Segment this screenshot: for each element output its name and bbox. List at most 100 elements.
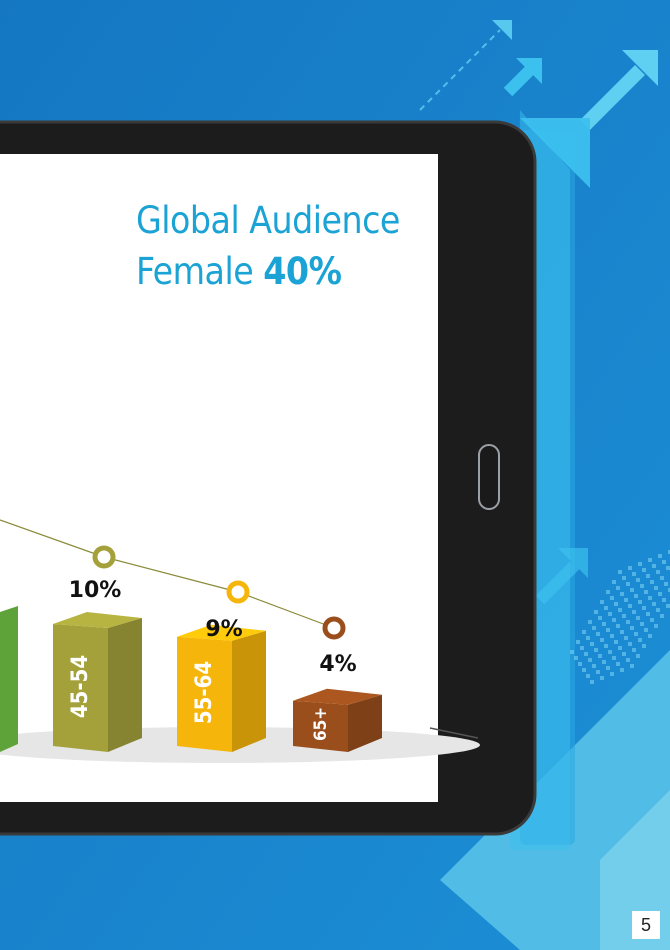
decor-dot [636,578,640,582]
bar-side-65+ [348,694,382,752]
decor-dot [612,618,616,622]
decor-dot [598,616,602,620]
decor-dot [652,602,656,606]
tablet-home-button[interactable] [478,444,500,510]
decor-dot [632,610,636,614]
decor-arrows [419,20,658,605]
decor-dot [608,650,612,654]
decor-dots [570,550,670,684]
decor-dot [596,670,600,674]
decor-dot [608,612,612,616]
decor-dot [584,652,588,656]
decor-dot [666,604,670,608]
category-label-45-54: 45-54 [68,654,94,718]
chart-title-value: 40% [263,250,342,293]
decor-dot [574,656,578,660]
decor-dot [620,630,624,634]
decor-dot [668,550,670,554]
decor-dot [586,636,590,640]
decor-dot [570,650,574,654]
decor-dot [664,582,668,586]
chart-title-prefix: Female [136,250,264,293]
decor-dot [620,668,624,672]
trend-marker-45-54 [92,545,116,569]
decor-dot [606,590,610,594]
decor-dot [630,588,634,592]
decor-dot [630,664,634,668]
page-number: 5 [632,911,660,939]
decor-dot [628,566,632,570]
trend-marker-65+ [322,616,346,640]
decor-dot [606,628,610,632]
decor-dot [630,626,634,630]
trend-line [0,519,335,629]
chart-title-line1: Global Audience [136,199,400,242]
decor-dot [660,576,664,580]
bar-top-45-54 [53,612,142,628]
decor-dot [650,580,654,584]
screen-reflection [429,727,479,739]
decor-dot [618,608,622,612]
decor-dot [600,638,604,642]
decor-dot [642,644,646,648]
decor-dot [644,628,648,632]
decor-dot [590,642,594,646]
decor-dot [656,570,660,574]
decor-dot [622,614,626,618]
decor-dot [632,572,636,576]
decor-dot [658,554,662,558]
decor-dot [618,646,622,650]
decor-dot [638,600,642,604]
bar-front-45-54 [53,624,108,752]
decor-dot [624,636,628,640]
decor-dot [600,600,604,604]
decor-dot [618,570,622,574]
decor-dot [626,620,630,624]
decor-dot [614,602,618,606]
decor-dot [646,574,650,578]
decor-dot [610,634,614,638]
decor-dot [662,560,666,564]
decor-dot [648,634,652,638]
decor-dot [636,616,640,620]
decor-dot [648,596,652,600]
decor-dot [582,668,586,672]
decor-dot [622,576,626,580]
decor-dot [642,606,646,610]
bar-partial [0,606,18,752]
decor-dot [650,618,654,622]
bar-side-55-64 [232,630,266,752]
decor-dot [638,562,642,566]
decor-dot [592,626,596,630]
decor-dot [592,664,596,668]
decor-dot [620,592,624,596]
decor-dot [654,586,658,590]
value-label-65+: 4% [319,652,357,677]
decor-dot [644,590,648,594]
decor-dot [586,674,590,678]
chart-title-line2: Female 40% [136,250,342,293]
decor-dot [604,644,608,648]
decor-dot [616,662,620,666]
decor-dot [576,640,580,644]
decor-dot [656,608,660,612]
decor-dot [634,632,638,636]
decor-arrow-shape-2 [600,790,670,950]
decor-dot [628,642,632,646]
decor-dot [638,638,642,642]
decor-dot [642,568,646,572]
decor-dot [600,676,604,680]
decor-dot [662,598,666,602]
decor-dot [654,624,658,628]
decor-dot [612,656,616,660]
decor-dot [588,620,592,624]
decor-dot [602,622,606,626]
decor-dot [640,584,644,588]
decor-dot [580,646,584,650]
bar-top-55-64 [177,624,266,641]
decor-dot [610,596,614,600]
decor-dot [624,598,628,602]
decor-dot [594,648,598,652]
decor-dot [660,614,664,618]
